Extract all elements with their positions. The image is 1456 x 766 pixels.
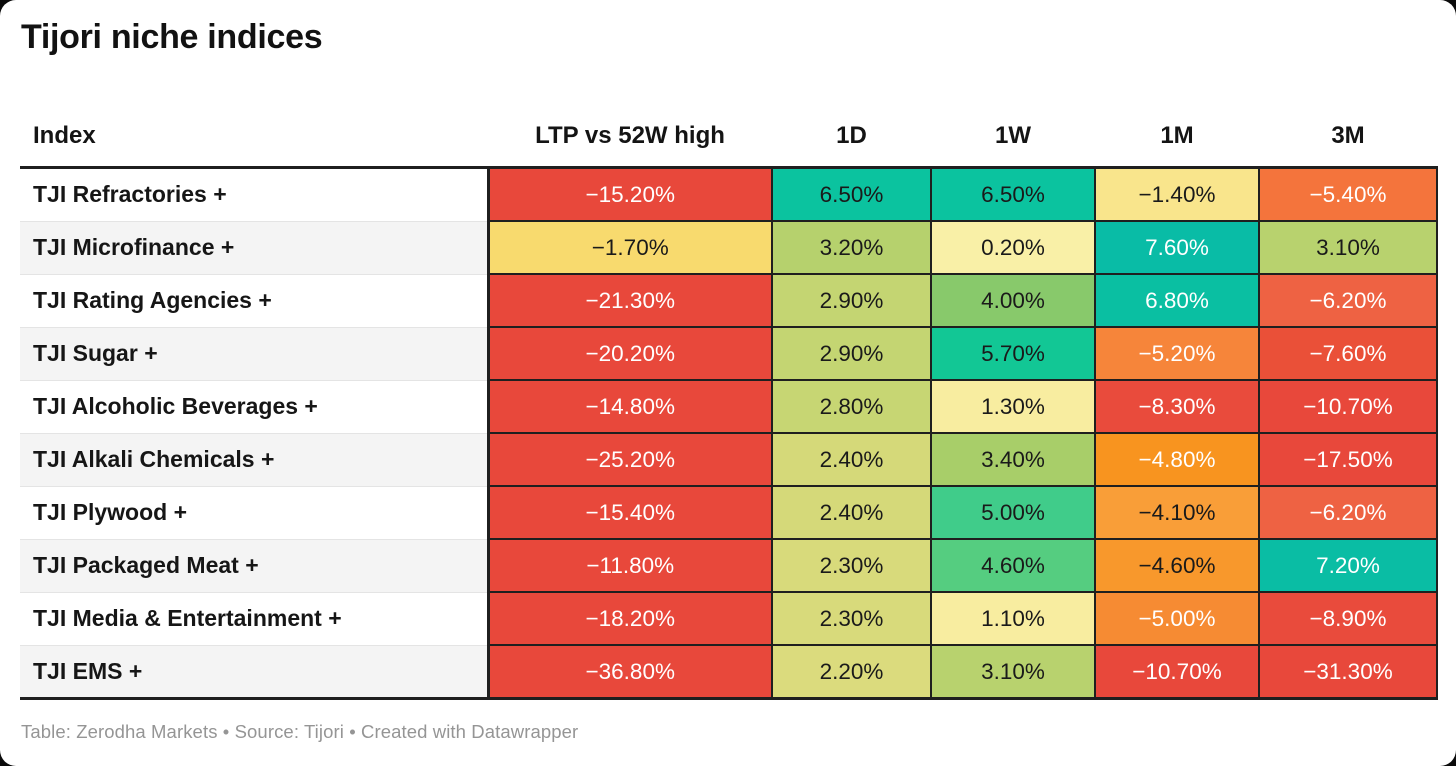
- cell-3m: −8.90%: [1258, 591, 1438, 646]
- cell-3m: −7.60%: [1258, 326, 1438, 381]
- ltp-cell: −18.20%: [487, 591, 773, 646]
- cell-1w: 1.10%: [930, 591, 1096, 646]
- cell-1m: −8.30%: [1094, 379, 1260, 434]
- cell-1m: −4.10%: [1094, 485, 1260, 540]
- index-cell[interactable]: TJI Rating Agencies +: [20, 274, 490, 328]
- ltp-cell: −25.20%: [487, 432, 773, 487]
- cell-1d: 2.30%: [771, 591, 932, 646]
- index-cell[interactable]: TJI Alcoholic Beverages +: [20, 380, 490, 434]
- column-header-1d: 1D: [772, 106, 931, 169]
- cell-1w: 3.40%: [930, 432, 1096, 487]
- cell-1m: 7.60%: [1094, 220, 1260, 275]
- cell-1m: 6.80%: [1094, 273, 1260, 328]
- index-cell[interactable]: TJI Sugar +: [20, 327, 490, 381]
- cell-1w: 3.10%: [930, 644, 1096, 700]
- column-header-1w: 1W: [931, 106, 1095, 169]
- cell-1w: 6.50%: [930, 166, 1096, 222]
- cell-1m: −4.60%: [1094, 538, 1260, 593]
- ltp-cell: −21.30%: [487, 273, 773, 328]
- cell-3m: −5.40%: [1258, 166, 1438, 222]
- cell-1m: −1.40%: [1094, 166, 1260, 222]
- cell-1w: 5.70%: [930, 326, 1096, 381]
- page-title: Tijori niche indices: [21, 18, 323, 56]
- table-row: TJI Media & Entertainment + −18.20% 2.30…: [20, 591, 1438, 646]
- cell-1d: 6.50%: [771, 166, 932, 222]
- ltp-cell: −1.70%: [487, 220, 773, 275]
- ltp-cell: −20.20%: [487, 326, 773, 381]
- cell-1d: 3.20%: [771, 220, 932, 275]
- table-row: TJI Alcoholic Beverages + −14.80% 2.80% …: [20, 379, 1438, 434]
- cell-1w: 4.60%: [930, 538, 1096, 593]
- header-row: Index LTP vs 52W high 1D 1W 1M 3M: [20, 106, 1437, 169]
- cell-1w: 1.30%: [930, 379, 1096, 434]
- table-row: TJI Rating Agencies + −21.30% 2.90% 4.00…: [20, 273, 1438, 328]
- cell-1m: −5.00%: [1094, 591, 1260, 646]
- attribution-footer: Table: Zerodha Markets • Source: Tijori …: [21, 721, 579, 742]
- column-header-3m: 3M: [1259, 106, 1437, 169]
- index-cell[interactable]: TJI Alkali Chemicals +: [20, 433, 490, 487]
- cell-3m: −17.50%: [1258, 432, 1438, 487]
- ltp-cell: −14.80%: [487, 379, 773, 434]
- cell-3m: −31.30%: [1258, 644, 1438, 700]
- cell-1w: 0.20%: [930, 220, 1096, 275]
- index-cell[interactable]: TJI Microfinance +: [20, 221, 490, 275]
- cell-3m: 3.10%: [1258, 220, 1438, 275]
- cell-3m: 7.20%: [1258, 538, 1438, 593]
- ltp-cell: −11.80%: [487, 538, 773, 593]
- ltp-cell: −36.80%: [487, 644, 773, 700]
- cell-1d: 2.40%: [771, 485, 932, 540]
- ltp-cell: −15.40%: [487, 485, 773, 540]
- cell-1d: 2.90%: [771, 326, 932, 381]
- cell-3m: −10.70%: [1258, 379, 1438, 434]
- table-row: TJI Packaged Meat + −11.80% 2.30% 4.60% …: [20, 538, 1438, 593]
- column-header-1m: 1M: [1095, 106, 1259, 169]
- table-row: TJI Alkali Chemicals + −25.20% 2.40% 3.4…: [20, 432, 1438, 487]
- table-row: TJI Plywood + −15.40% 2.40% 5.00% −4.10%…: [20, 485, 1438, 540]
- cell-1d: 2.90%: [771, 273, 932, 328]
- ltp-cell: −15.20%: [487, 166, 773, 222]
- index-cell[interactable]: TJI Plywood +: [20, 486, 490, 540]
- cell-1w: 4.00%: [930, 273, 1096, 328]
- index-cell[interactable]: TJI Media & Entertainment +: [20, 592, 490, 646]
- cell-1m: −5.20%: [1094, 326, 1260, 381]
- table-row: TJI EMS + −36.80% 2.20% 3.10% −10.70% −3…: [20, 644, 1438, 700]
- cell-1d: 2.30%: [771, 538, 932, 593]
- cell-3m: −6.20%: [1258, 273, 1438, 328]
- indices-table: Index LTP vs 52W high 1D 1W 1M 3M TJI Re…: [20, 106, 1438, 700]
- table-row: TJI Microfinance + −1.70% 3.20% 0.20% 7.…: [20, 220, 1438, 275]
- cell-1w: 5.00%: [930, 485, 1096, 540]
- index-cell[interactable]: TJI EMS +: [20, 645, 490, 700]
- cell-3m: −6.20%: [1258, 485, 1438, 540]
- table-row: TJI Sugar + −20.20% 2.90% 5.70% −5.20% −…: [20, 326, 1438, 381]
- table-row: TJI Refractories + −15.20% 6.50% 6.50% −…: [20, 166, 1438, 222]
- cell-1d: 2.20%: [771, 644, 932, 700]
- index-cell[interactable]: TJI Packaged Meat +: [20, 539, 490, 593]
- cell-1d: 2.80%: [771, 379, 932, 434]
- index-cell[interactable]: TJI Refractories +: [20, 167, 490, 222]
- cell-1m: −10.70%: [1094, 644, 1260, 700]
- column-header-ltp: LTP vs 52W high: [488, 106, 772, 169]
- cell-1m: −4.80%: [1094, 432, 1260, 487]
- cell-1d: 2.40%: [771, 432, 932, 487]
- column-header-index: Index: [20, 106, 488, 169]
